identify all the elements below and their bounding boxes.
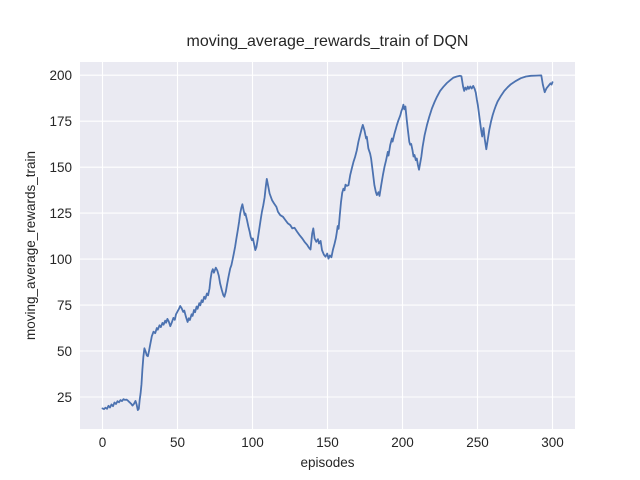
y-tick-label: 150 bbox=[49, 160, 72, 175]
gridlines bbox=[80, 62, 575, 429]
x-tick-label: 0 bbox=[99, 435, 107, 450]
x-axis-tick-labels: 0 50 100 150 200 250 300 bbox=[99, 435, 564, 450]
x-tick-label: 200 bbox=[391, 435, 414, 450]
chart-title: moving_average_rewards_train of DQN bbox=[187, 33, 469, 50]
y-tick-label: 25 bbox=[57, 390, 72, 405]
y-tick-label: 175 bbox=[49, 114, 72, 129]
y-tick-label: 50 bbox=[57, 344, 72, 359]
x-tick-label: 100 bbox=[241, 435, 264, 450]
y-axis-label: moving_average_rewards_train bbox=[23, 151, 38, 340]
y-axis-tick-labels: 25 50 75 100 125 150 175 200 bbox=[49, 68, 72, 405]
x-tick-label: 150 bbox=[316, 435, 339, 450]
y-tick-label: 125 bbox=[49, 206, 72, 221]
reward-line-series bbox=[101, 74, 554, 411]
y-tick-label: 200 bbox=[49, 68, 72, 83]
x-tick-label: 300 bbox=[541, 435, 564, 450]
y-tick-label: 75 bbox=[57, 298, 72, 313]
x-tick-label: 250 bbox=[466, 435, 489, 450]
x-axis-label: episodes bbox=[300, 455, 354, 470]
y-tick-label: 100 bbox=[49, 252, 72, 267]
x-tick-label: 50 bbox=[170, 435, 185, 450]
